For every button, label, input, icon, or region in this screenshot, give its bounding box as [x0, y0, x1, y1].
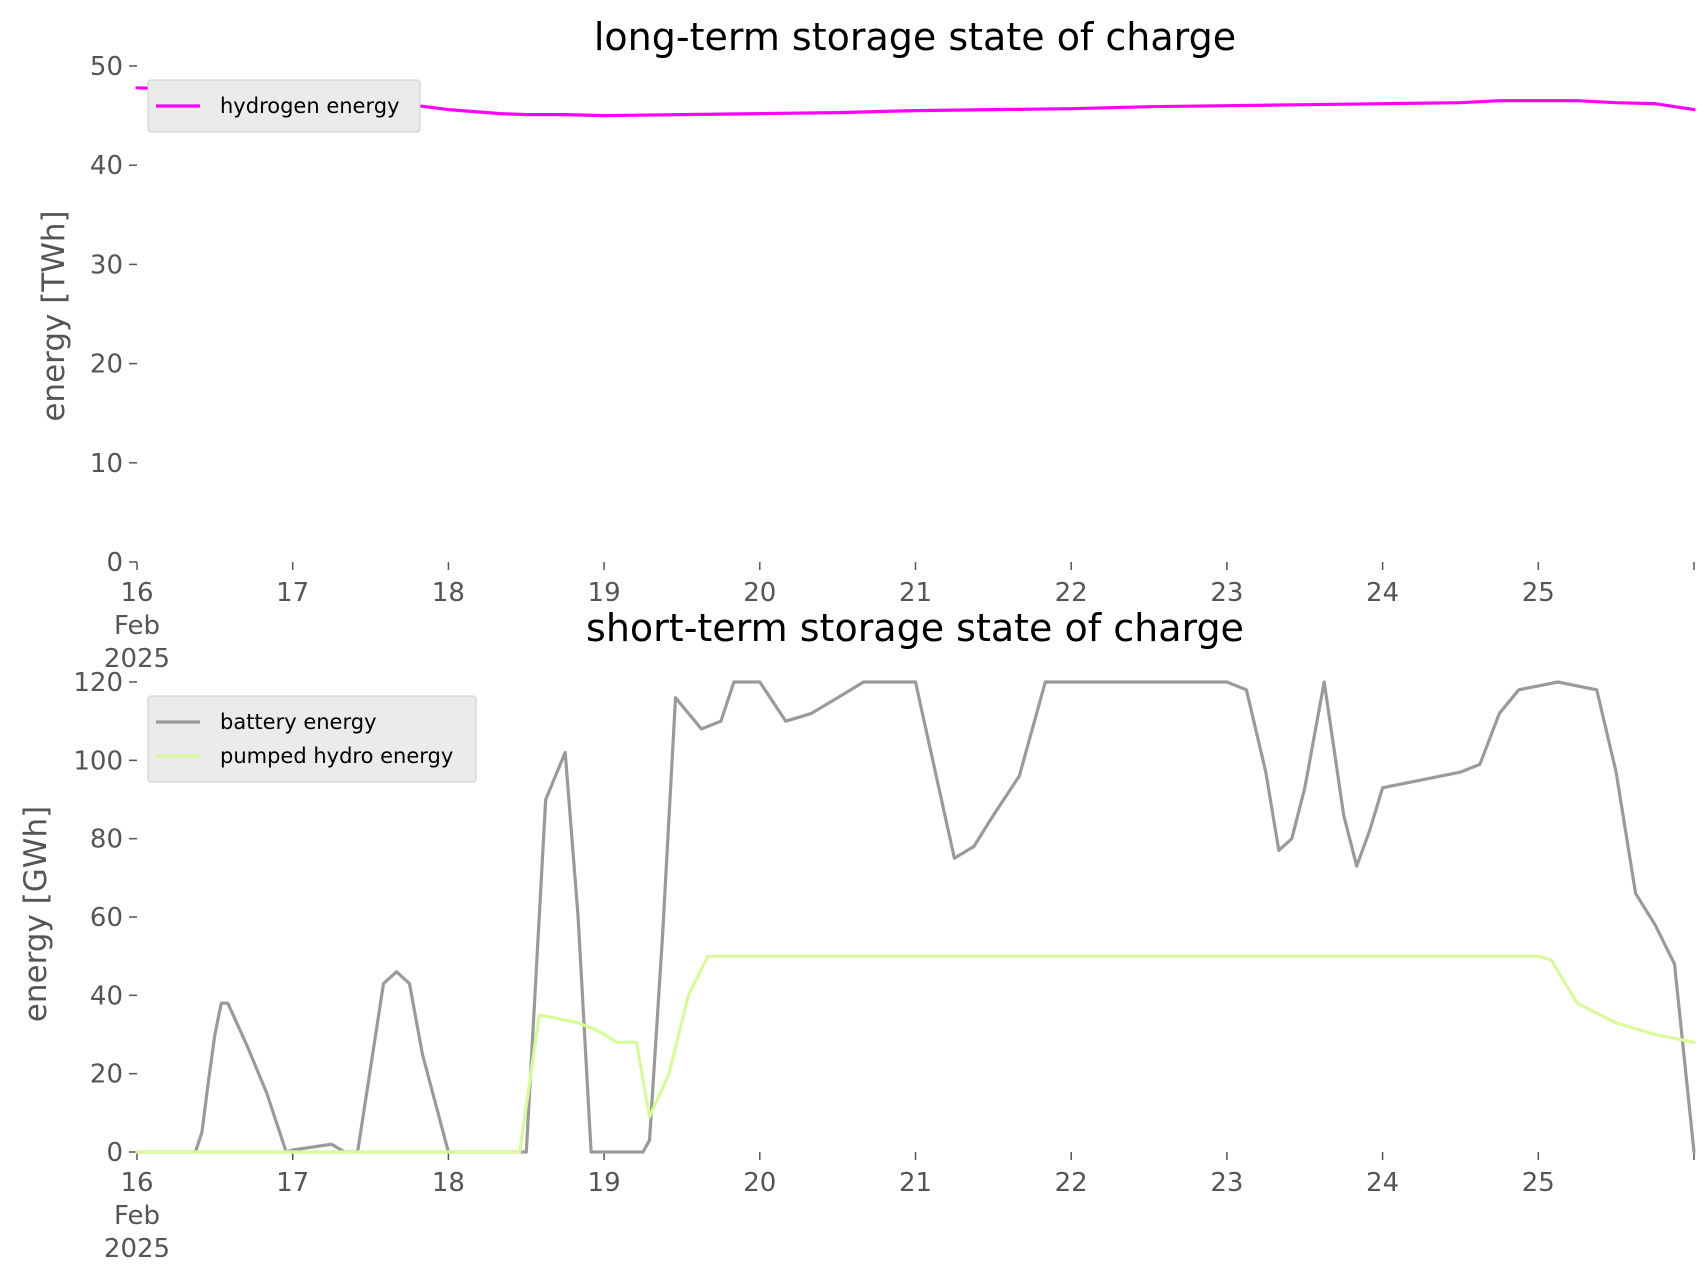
x-tick-label: 21 — [899, 1168, 932, 1198]
y-tick-label: 50 — [90, 52, 123, 82]
y-axis-label: energy [TWh] — [36, 210, 72, 421]
long-term-storage-chart: long-term storage state of charge energy… — [36, 15, 1696, 674]
x-tick-label: 17 — [276, 1168, 309, 1198]
x-tick-label: 2025 — [104, 644, 170, 674]
y-tick-label: 30 — [90, 250, 123, 280]
y-tick-label: 0 — [106, 548, 123, 578]
y-axis: 0 20 40 60 80 100 120 — [73, 668, 137, 1168]
x-tick-label: 24 — [1366, 1168, 1399, 1198]
y-tick-label: 60 — [90, 903, 123, 933]
x-tick-label: 18 — [432, 578, 465, 608]
y-tick-label: 40 — [90, 981, 123, 1011]
x-tick-label: 25 — [1522, 578, 1555, 608]
y-tick-label: 0 — [106, 1138, 123, 1168]
x-tick-label: 19 — [588, 578, 621, 608]
y-tick-label: 120 — [73, 668, 123, 698]
x-tick-label: 21 — [899, 578, 932, 608]
legend-box — [147, 79, 421, 133]
legend: hydrogen energy — [147, 79, 421, 133]
legend-label: hydrogen energy — [220, 94, 400, 118]
legend-box — [147, 695, 477, 783]
hydrogen-energy-line — [135, 86, 1696, 118]
x-tick-label: 23 — [1210, 578, 1243, 608]
y-tick-label: 40 — [90, 151, 123, 181]
y-tick-label: 20 — [90, 350, 123, 380]
plot-area — [135, 86, 1696, 118]
legend-label: pumped hydro energy — [220, 744, 453, 768]
x-tick-label: 16 — [120, 1168, 153, 1198]
short-term-storage-chart: short-term storage state of charge energ… — [18, 606, 1696, 1264]
x-tick-label: 22 — [1055, 1168, 1088, 1198]
y-axis-label: energy [GWh] — [18, 806, 54, 1022]
x-tick-label: 25 — [1522, 1168, 1555, 1198]
x-tick-label: 18 — [432, 1168, 465, 1198]
x-tick-label: 20 — [743, 578, 776, 608]
x-tick-label: 24 — [1366, 578, 1399, 608]
x-tick-label: 17 — [276, 578, 309, 608]
chart-title: short-term storage state of charge — [586, 606, 1244, 650]
y-axis: 0 10 20 30 40 50 — [90, 52, 137, 578]
x-tick-label: 16 — [120, 578, 153, 608]
y-tick-label: 20 — [90, 1060, 123, 1090]
x-tick-label: Feb — [114, 611, 160, 641]
chart-title: long-term storage state of charge — [594, 15, 1236, 59]
x-tick-label: 20 — [743, 1168, 776, 1198]
x-tick-label: 23 — [1210, 1168, 1243, 1198]
y-tick-label: 10 — [90, 449, 123, 479]
y-tick-label: 80 — [90, 825, 123, 855]
legend: battery energy pumped hydro energy — [147, 695, 477, 783]
x-tick-label: Feb — [114, 1201, 160, 1231]
x-tick-label: 2025 — [104, 1234, 170, 1264]
pumped-hydro-energy-line — [135, 954, 1696, 1154]
legend-label: battery energy — [220, 710, 377, 734]
x-tick-label: 22 — [1055, 578, 1088, 608]
plot-area — [135, 680, 1696, 1154]
x-tick-label: 19 — [588, 1168, 621, 1198]
y-tick-label: 100 — [73, 746, 123, 776]
